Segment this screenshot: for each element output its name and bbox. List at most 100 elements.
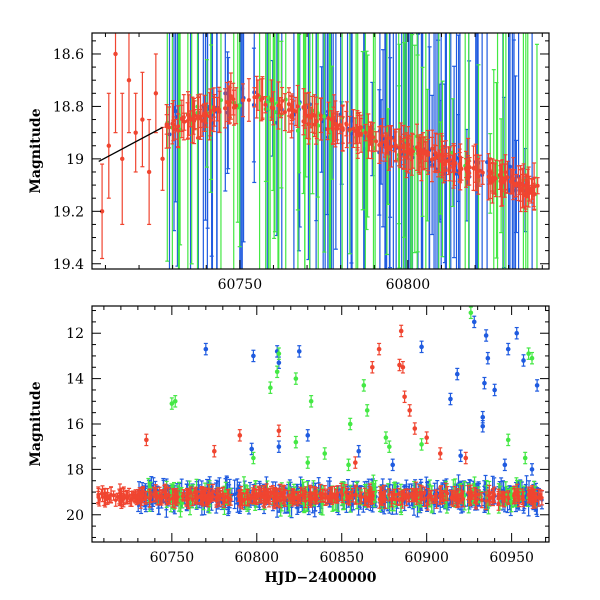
top-panel: 60750 60800 18.6 18.8 19 19.2 19.4 Magnitude bbox=[28, 32, 550, 293]
red-early-point bbox=[126, 78, 132, 83]
red-band-point bbox=[366, 134, 371, 139]
red-band-point bbox=[530, 187, 535, 192]
red-band-point bbox=[429, 157, 434, 162]
red-band-point bbox=[301, 105, 306, 110]
red-band-point bbox=[380, 133, 385, 138]
red-early-point bbox=[106, 143, 112, 148]
red-band-point bbox=[487, 168, 492, 173]
red-band-point bbox=[392, 138, 397, 143]
red-band-point bbox=[335, 126, 340, 131]
red-band-point bbox=[477, 168, 482, 173]
red-band-point bbox=[355, 133, 360, 138]
y-tick-label: 18.8 bbox=[53, 99, 84, 115]
red-band-point bbox=[416, 152, 421, 157]
red-band-point bbox=[397, 491, 401, 496]
red-band-point bbox=[295, 104, 300, 109]
red-band-point bbox=[421, 151, 426, 156]
red-band-point bbox=[437, 159, 442, 164]
red-band-point bbox=[164, 122, 169, 127]
green-band-point bbox=[237, 103, 242, 108]
red-band-point bbox=[259, 97, 264, 102]
red-band-point bbox=[240, 98, 245, 103]
red-band-point bbox=[211, 105, 216, 110]
y-tick-label: 18.6 bbox=[53, 47, 84, 63]
red-band-point bbox=[397, 498, 401, 503]
trend-line bbox=[98, 126, 163, 163]
bottom-plot-area bbox=[96, 306, 544, 519]
red-band-point bbox=[171, 122, 176, 127]
red-band-point bbox=[371, 135, 376, 140]
red-band-point bbox=[269, 105, 274, 110]
red-band-point bbox=[188, 116, 193, 121]
red-band-point bbox=[351, 126, 356, 131]
red-band-point bbox=[228, 100, 233, 105]
green-band-point bbox=[180, 501, 185, 505]
red-band-point bbox=[502, 178, 507, 183]
red-band-point bbox=[286, 102, 291, 107]
red-band-point bbox=[443, 162, 448, 167]
red-band-point bbox=[394, 497, 399, 501]
red-band-point bbox=[532, 184, 537, 189]
red-band-point bbox=[231, 105, 236, 110]
top-plot-area bbox=[98, 33, 540, 269]
red-band-point bbox=[393, 144, 398, 149]
red-band-point bbox=[337, 122, 342, 127]
red-early-point bbox=[140, 117, 145, 122]
red-band-point bbox=[350, 493, 355, 497]
red-band-point bbox=[523, 190, 528, 195]
y-tick-label: 19.2 bbox=[53, 204, 84, 220]
red-band-point bbox=[155, 496, 160, 501]
top-frame bbox=[91, 32, 550, 270]
red-early-point bbox=[113, 51, 118, 57]
red-band-point bbox=[291, 107, 296, 112]
red-band-point bbox=[254, 95, 259, 100]
red-early-point bbox=[146, 169, 152, 175]
red-band-point bbox=[208, 118, 213, 123]
red-band-point bbox=[246, 97, 251, 102]
blue-band-point bbox=[240, 86, 245, 91]
red-band-point bbox=[217, 107, 222, 112]
red-band-point bbox=[210, 495, 215, 499]
red-band-point bbox=[225, 100, 230, 105]
red-band-point bbox=[307, 113, 312, 118]
red-band-point bbox=[520, 186, 525, 191]
red-band-point bbox=[406, 147, 411, 152]
red-band-point bbox=[505, 175, 510, 180]
red-band-point bbox=[451, 160, 456, 165]
red-band-point bbox=[440, 156, 445, 161]
red-band-point bbox=[277, 103, 282, 108]
blue-band-point bbox=[173, 109, 178, 114]
y-tick-label: 19.4 bbox=[53, 257, 84, 273]
y-tick-label: 19 bbox=[66, 152, 84, 168]
red-band-point bbox=[389, 144, 394, 149]
red-band-point bbox=[425, 153, 430, 158]
red-band-point bbox=[401, 142, 406, 147]
red-band-point bbox=[340, 126, 345, 131]
green-band-point bbox=[295, 128, 300, 133]
red-band-point bbox=[368, 129, 373, 134]
red-band-point bbox=[363, 130, 368, 135]
red-band-point bbox=[314, 119, 319, 124]
red-band-point bbox=[331, 115, 336, 120]
red-band-point bbox=[535, 183, 540, 188]
red-band-point bbox=[398, 139, 403, 144]
red-band-point bbox=[538, 493, 543, 497]
red-band-point bbox=[409, 152, 414, 157]
red-band-point bbox=[167, 125, 172, 130]
red-band-point bbox=[303, 499, 308, 503]
red-band-point bbox=[414, 488, 418, 493]
red-band-point bbox=[282, 110, 287, 115]
red-early-point bbox=[153, 91, 159, 96]
red-band-point bbox=[490, 175, 495, 180]
red-band-point bbox=[185, 112, 190, 117]
bottom-panel: 60750 60800 60850 60900 609501214161820Magni… bbox=[28, 305, 550, 586]
red-band-point bbox=[318, 113, 323, 118]
red-band-point bbox=[286, 494, 291, 498]
red-band-point bbox=[201, 113, 206, 118]
red-band-point bbox=[466, 159, 471, 164]
red-early-point bbox=[160, 156, 165, 162]
red-band-point bbox=[231, 97, 236, 102]
blue-band-point bbox=[507, 164, 512, 169]
green-band-point bbox=[322, 114, 327, 119]
